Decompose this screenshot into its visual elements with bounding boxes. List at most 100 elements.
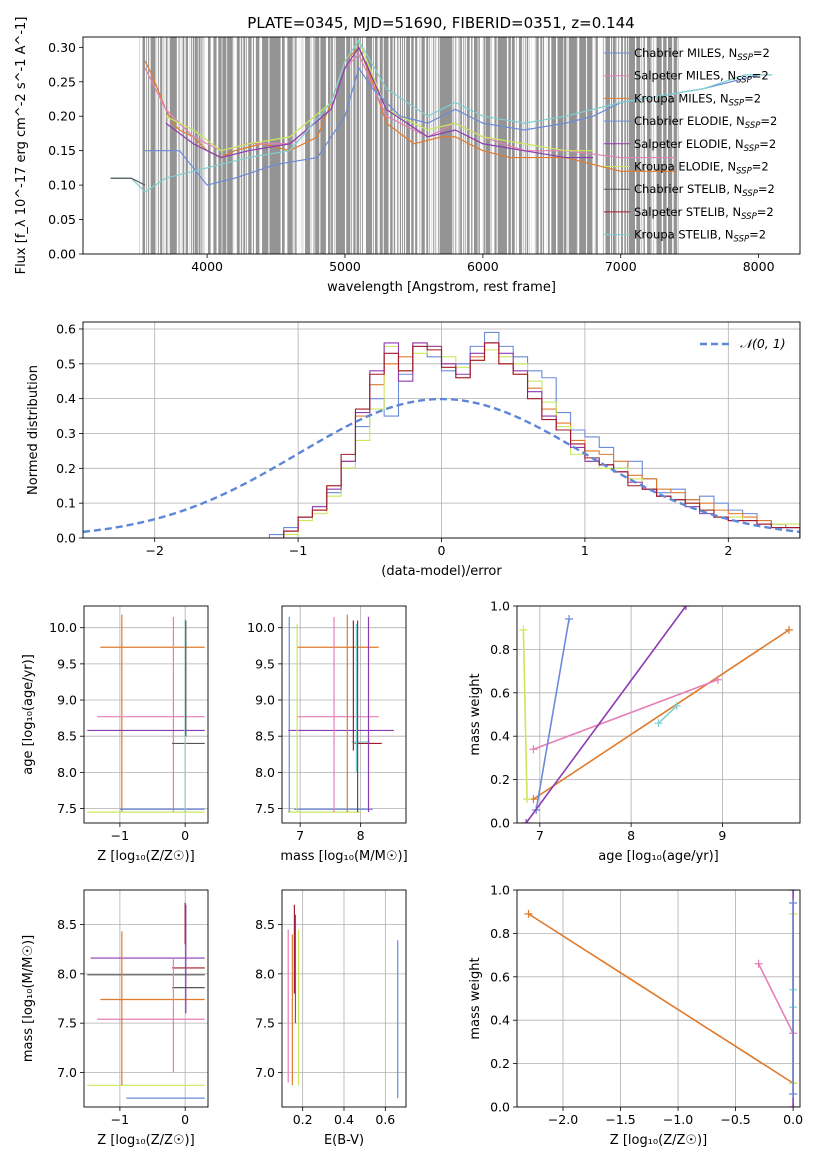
x-axis-label: age [log₁₀(age/yr)] — [598, 849, 719, 864]
legend-label: Salpeter MILES, N — [634, 69, 736, 83]
legend-subscript: SSP — [737, 53, 753, 63]
age-vs-mass-panel: 7 8 7.5 8.0 8.5 9.0 9.5 10.0 mass [log₁₀(M/M☉)] — [247, 605, 408, 864]
y-tick-label: 9.5 — [57, 656, 77, 671]
y-tick-label: 0.4 — [490, 729, 510, 744]
mass-weight-marker — [654, 719, 663, 728]
y-tick-label: 0.00 — [48, 247, 76, 262]
x-tick-label: −0.5 — [720, 1112, 750, 1127]
plot-area — [87, 902, 205, 1099]
y-axis-label: mass [log₁₀(M/M☉)] — [21, 935, 36, 1062]
y-tick-label: 0.0 — [490, 816, 510, 831]
y-tick-label: 0.6 — [56, 321, 76, 336]
mass-weight-line-kroupa-miles — [528, 913, 794, 1084]
mass-weight-line-kroupa-stelib — [657, 705, 678, 724]
mass-weight-line-kroupa-miles — [532, 629, 790, 800]
y-tick-label: 0.5 — [56, 356, 76, 371]
legend-entry-kroupa-miles: Kroupa MILES, NSSP=2 — [634, 91, 761, 108]
x-tick-label: 8 — [357, 828, 365, 843]
y-axis-label: age [log₁₀(age/yr)] — [21, 654, 36, 775]
x-tick-label: −1.5 — [605, 1112, 635, 1127]
y-tick-label: 8.5 — [255, 729, 275, 744]
legend-label: Kroupa MILES, N — [634, 91, 729, 105]
y-tick-label: 0.1 — [56, 496, 76, 511]
x-tick-label: −1.0 — [663, 1112, 693, 1127]
axes-frame — [83, 889, 209, 1108]
mass-weight-line-salpeter-elodie — [525, 606, 687, 823]
y-tick-label: 0.2 — [490, 1056, 510, 1071]
histogram-kroupa-elodie — [269, 345, 800, 538]
mass-weight-line-chabrier-miles — [535, 618, 570, 811]
y-tick-label: 8.0 — [255, 765, 275, 780]
histogram-salpeter-elodie — [269, 342, 800, 538]
axes-frame — [516, 605, 801, 824]
x-tick-label: 4000 — [191, 259, 223, 274]
y-tick-label: 1.0 — [490, 883, 510, 898]
legend-entry-kroupa-stelib: Kroupa STELIB, NSSP=2 — [634, 228, 766, 245]
residuals-panel: −2 −1 0 1 2 0.0 0.1 0.2 0.3 0.4 0.5 0.6 (data-model)… — [26, 321, 801, 579]
x-tick-label: 2 — [724, 543, 732, 558]
y-tick-label: 0.4 — [56, 391, 76, 406]
mass-weight-marker — [523, 795, 532, 804]
axes-frame — [281, 889, 407, 1108]
y-tick-label: 0.0 — [490, 1100, 510, 1115]
y-tick-label: 10.0 — [49, 620, 77, 635]
model-spectrum-kroupa-stelib — [110, 39, 773, 193]
mass-weight-vs-age-panel: 7 8 9 0.0 0.2 0.4 0.6 0.8 1.0 age [log₁₀(age/yr)]… — [468, 599, 801, 864]
x-axis-label: wavelength [Angstrom, rest frame] — [327, 280, 556, 295]
y-tick-label: 0.0 — [56, 531, 76, 546]
y-tick-label: 0.30 — [48, 40, 76, 55]
legend-subscript: SSP — [742, 189, 758, 199]
y-tick-label: 7.5 — [57, 1016, 77, 1031]
x-tick-label: 7000 — [605, 259, 637, 274]
mass-weight-marker — [789, 890, 798, 894]
y-tick-label: 7.5 — [255, 1016, 275, 1031]
x-axis-label: mass [log₁₀(M/M☉)] — [280, 849, 407, 864]
mass-weight-marker — [789, 899, 798, 908]
legend-tail: =2 — [744, 91, 761, 105]
model-spectrum-kroupa-miles — [144, 46, 676, 172]
y-tick-label: 0.8 — [490, 642, 510, 657]
y-tick-label: 0.2 — [490, 772, 510, 787]
plot-area — [287, 904, 399, 1099]
mass-weight-vs-metallicity-panel: −2.0 −1.5 −1.0 −0.5 0.0 0.0 0.2 0.4 0.6 0.8 1.0 Z [… — [468, 883, 803, 1149]
mass-weight-marker — [529, 745, 538, 754]
legend-label: Salpeter STELIB, N — [634, 205, 741, 219]
x-tick-label: 9 — [718, 828, 726, 843]
y-tick-label: 0.3 — [56, 426, 76, 441]
legend-entry-salpeter-stelib: Salpeter STELIB, NSSP=2 — [634, 205, 774, 222]
legend-subscript: SSP — [734, 235, 750, 245]
mass-weight-marker — [524, 909, 533, 918]
y-tick-label: 1.0 — [490, 599, 510, 614]
x-tick-label: 6000 — [467, 259, 499, 274]
x-tick-label: 7 — [296, 828, 304, 843]
y-tick-label: 0.8 — [490, 926, 510, 941]
y-tick-label: 0.6 — [490, 969, 510, 984]
y-tick-label: 8.0 — [57, 765, 77, 780]
mass-weight-line-salpeter-miles — [533, 679, 719, 750]
y-tick-label: 10.0 — [247, 620, 275, 635]
mass-vs-ebv-panel: 0.2 0.4 0.6 7.0 7.5 8.0 8.5 E(B-V) — [255, 889, 407, 1148]
x-axis-label: Z [log₁₀(Z/Z☉)] — [97, 849, 194, 864]
y-tick-label: 0.6 — [490, 685, 510, 700]
y-tick-label: 0.15 — [48, 143, 76, 158]
legend-entry-salpeter-miles: Salpeter MILES, NSSP=2 — [634, 69, 769, 86]
axes-frame — [83, 605, 209, 824]
y-tick-label: 7.5 — [255, 801, 275, 816]
mass-weight-marker — [789, 1103, 798, 1107]
legend-entry-chabrier-stelib: Chabrier STELIB, NSSP=2 — [634, 182, 775, 199]
y-tick-label: 0.10 — [48, 178, 76, 193]
model-spectrum-chabrier-stelib — [110, 177, 146, 186]
legend-subscript: SSP — [736, 76, 752, 86]
observed-spectrum-band — [139, 37, 679, 254]
legend-label: Salpeter ELODIE, N — [634, 137, 744, 151]
x-tick-label: 8000 — [743, 259, 775, 274]
y-tick-label: 9.5 — [255, 656, 275, 671]
legend-tail: =2 — [749, 228, 766, 242]
legend-label: Kroupa ELODIE, N — [634, 160, 736, 174]
x-axis-label: (data-model)/error — [381, 564, 502, 579]
x-tick-label: −1 — [111, 1112, 129, 1127]
x-tick-label: 0 — [181, 1112, 189, 1127]
y-tick-label: 8.0 — [255, 966, 275, 981]
y-tick-label: 8.0 — [57, 966, 77, 981]
x-tick-label: 5000 — [329, 259, 361, 274]
